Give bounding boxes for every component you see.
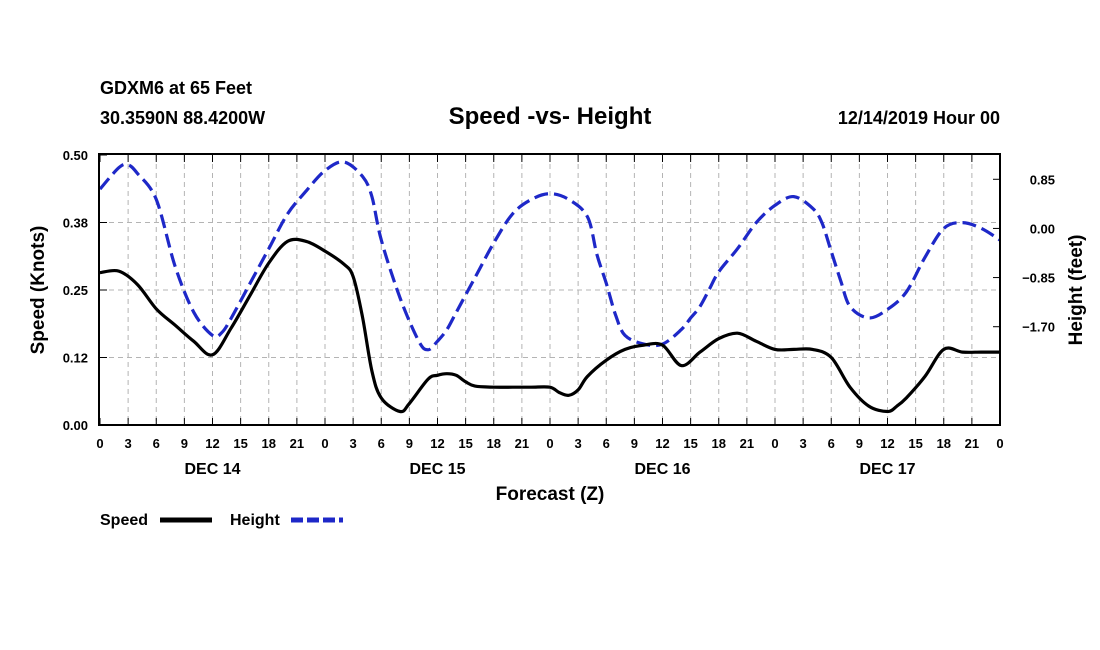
day-label: DEC 16 <box>634 461 690 478</box>
x-axis-label: Forecast (Z) <box>496 484 605 505</box>
x-tick-label: 3 <box>350 436 357 451</box>
y-axis-label: Speed (Knots) <box>28 226 49 355</box>
speed-line <box>99 237 1000 414</box>
x-tick-label: 9 <box>856 436 863 451</box>
y2-tick-label: 0.00 <box>1030 221 1055 236</box>
day-label: DEC 14 <box>184 461 240 478</box>
height-line <box>98 160 1001 352</box>
x-tick-label: 12 <box>655 436 669 451</box>
x-tick-label: 21 <box>965 436 979 451</box>
legend: Speed Height <box>100 512 343 529</box>
y-tick-label: 0.25 <box>63 283 88 298</box>
y-tick-label: 0.38 <box>63 216 88 231</box>
x-tick-label: 15 <box>233 436 247 451</box>
y-axis-ticks: 0.00 0.12 0.25 0.38 0.50 <box>63 148 107 433</box>
x-tick-label: 3 <box>125 436 132 451</box>
day-label: DEC 15 <box>409 461 465 478</box>
x-tick-label: 21 <box>740 436 754 451</box>
y2-axis-ticks: 0.85 0.00 −0.85 −1.70 <box>993 172 1055 335</box>
y2-tick-label: 0.85 <box>1030 172 1055 187</box>
y2-tick-label: −1.70 <box>1022 320 1055 335</box>
x-tick-label: 18 <box>262 436 276 451</box>
y2-tick-label: −0.85 <box>1022 271 1055 286</box>
x-tick-label: 0 <box>771 436 778 451</box>
x-tick-label: 9 <box>631 436 638 451</box>
speed-series <box>99 237 1000 414</box>
x-tick-label: 15 <box>458 436 472 451</box>
grid-lines <box>100 155 1000 425</box>
x-tick-label: 6 <box>153 436 160 451</box>
x-tick-label: 21 <box>515 436 529 451</box>
day-label: DEC 17 <box>859 461 915 478</box>
x-tick-label: 0 <box>96 436 103 451</box>
y-tick-label: 0.50 <box>63 148 88 163</box>
location-label: 30.3590N 88.4200W <box>100 108 265 128</box>
x-tick-label: 6 <box>603 436 610 451</box>
x-tick-label: 15 <box>683 436 697 451</box>
x-tick-label: 18 <box>487 436 501 451</box>
y-tick-label: 0.00 <box>63 418 88 433</box>
height-series <box>98 160 1001 352</box>
datetime-label: 12/14/2019 Hour 00 <box>838 108 1000 128</box>
x-tick-label: 12 <box>430 436 444 451</box>
x-tick-label: 3 <box>575 436 582 451</box>
x-tick-label: 18 <box>712 436 726 451</box>
x-axis-ticks: 0 3 6 9 12 15 18 21 0 3 6 9 12 15 18 21 0 3 6 9 12 15 18 21 0 3 6 9… <box>96 155 1004 451</box>
day-labels: DEC 14 DEC 15 DEC 16 DEC 17 <box>184 461 915 478</box>
station-label: GDXM6 at 65 Feet <box>100 78 252 98</box>
x-tick-label: 6 <box>378 436 385 451</box>
x-tick-label: 9 <box>181 436 188 451</box>
x-tick-label: 9 <box>406 436 413 451</box>
x-tick-label: 0 <box>321 436 328 451</box>
x-tick-label: 12 <box>205 436 219 451</box>
legend-height-label: Height <box>230 512 280 529</box>
x-tick-label: 0 <box>996 436 1003 451</box>
x-tick-label: 0 <box>546 436 553 451</box>
legend-speed-label: Speed <box>100 512 148 529</box>
y-tick-label: 0.12 <box>63 351 88 366</box>
x-tick-label: 15 <box>908 436 922 451</box>
chart-title: Speed -vs- Height <box>449 103 652 130</box>
x-tick-label: 12 <box>880 436 894 451</box>
y2-axis-label: Height (feet) <box>1066 235 1087 346</box>
x-tick-label: 3 <box>800 436 807 451</box>
x-tick-label: 6 <box>828 436 835 451</box>
x-tick-label: 18 <box>937 436 951 451</box>
x-tick-label: 21 <box>290 436 304 451</box>
